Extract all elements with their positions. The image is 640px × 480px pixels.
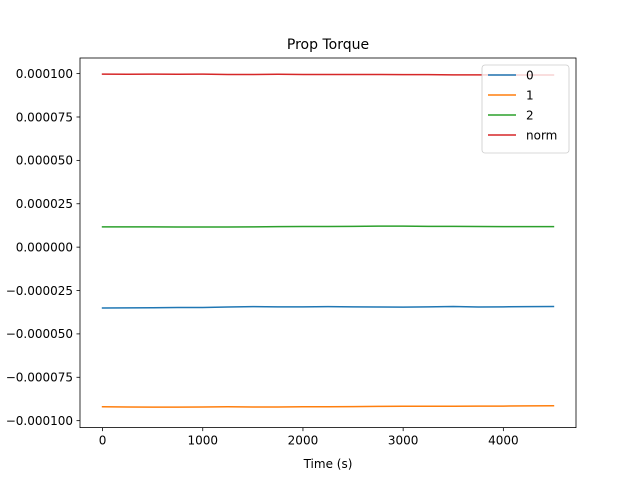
series-line-norm: [101, 73, 555, 76]
x-axis: 0 1000 2000 3000 4000: [99, 427, 519, 448]
y-tick-label: 0.000100: [16, 67, 73, 81]
x-tick-label: 3000: [388, 434, 419, 448]
y-tick-label: −0.000025: [6, 284, 73, 298]
y-tick-label: −0.000075: [6, 371, 73, 385]
legend-box: [481, 64, 570, 154]
x-axis-label: Time (s): [303, 457, 353, 471]
x-tick-label: 2000: [288, 434, 319, 448]
legend-label: norm: [526, 129, 557, 143]
y-tick-label: 0.000000: [16, 240, 73, 254]
y-tick-label: −0.000100: [6, 414, 73, 428]
x-tick-label: 4000: [488, 434, 519, 448]
x-tick-label: 0: [99, 434, 107, 448]
series-line-1: [101, 404, 555, 408]
legend-label: 2: [526, 109, 534, 123]
plot-frame: [79, 57, 577, 429]
legend: 0 1 2 norm: [481, 64, 570, 154]
y-tick-label: 0.000025: [16, 197, 73, 211]
y-tick-label: 0.000075: [16, 110, 73, 124]
legend-label: 1: [526, 89, 534, 103]
series-line-0: [101, 305, 555, 309]
y-tick-label: 0.000050: [16, 154, 73, 168]
series-layer: [101, 73, 555, 408]
y-tick-label: −0.000050: [6, 327, 73, 341]
y-axis: −0.000100 −0.000075 −0.000050 −0.000025 0.00…: [6, 67, 80, 428]
x-tick-label: 1000: [187, 434, 218, 448]
series-line-2: [101, 225, 555, 228]
legend-label: 0: [526, 69, 534, 83]
chart-title: Prop Torque: [287, 37, 369, 53]
